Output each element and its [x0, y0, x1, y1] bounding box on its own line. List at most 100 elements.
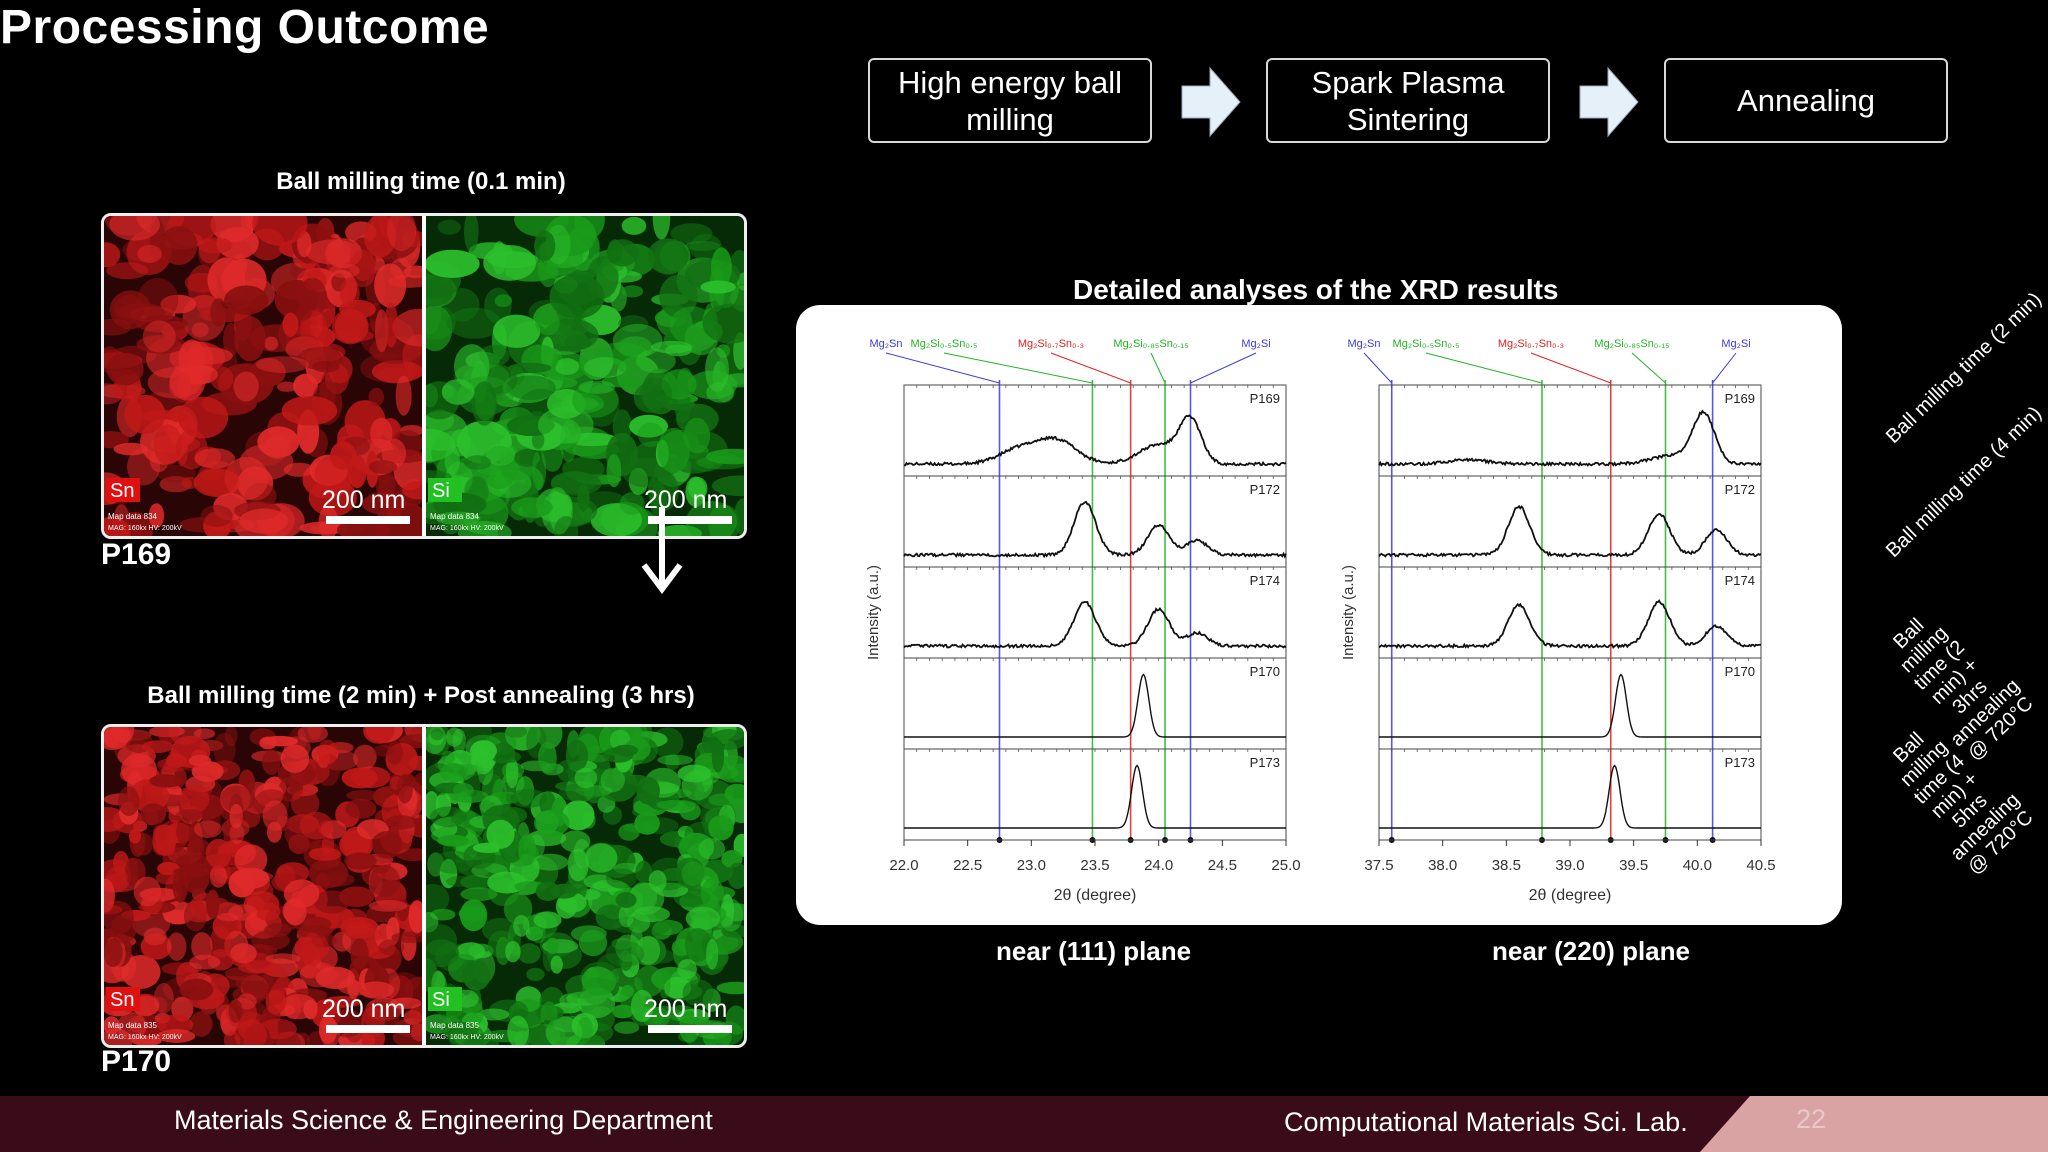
phase-pointer [943, 352, 1093, 384]
flow-step-label: Annealing [1737, 83, 1875, 118]
series-label: P169 [1250, 391, 1280, 406]
tick-label: 22.0 [889, 857, 918, 874]
phase-label: Mg₂Si₀.₇Sn₀.₃ [1018, 338, 1084, 350]
series-line [904, 414, 1287, 467]
tick-label: 39.5 [1619, 857, 1648, 874]
scale-bar [648, 1025, 732, 1033]
phase-label: Mg₂Si₀.₅Sn₀.₅ [911, 338, 978, 350]
flow-arrow-icon [1579, 66, 1639, 138]
phase-label: Mg₂Si [1721, 338, 1750, 350]
eds-map-p169: Sn Map data 834 MAG: 160kx HV: 200kV 200 nm… [101, 213, 747, 539]
eds-map-p170: Sn Map data 835 MAG: 160kx HV: 200kV 200 nm… [101, 724, 747, 1048]
phase-label: Mg₂Si₀.₈₅Sn₀.₁₅ [1594, 338, 1669, 350]
series-label: P172 [1725, 482, 1755, 497]
map-meta: Map data 835 [108, 1021, 157, 1030]
sn-map-panel: Sn Map data 834 MAG: 160kx HV: 200kV 200 nm [104, 216, 422, 536]
si-map-panel: Si Map data 834 MAG: 160kx HV: 200kV 200 nm [426, 216, 744, 536]
series-label: P174 [1250, 573, 1280, 588]
series-line [903, 600, 1287, 649]
series-frame [903, 384, 1287, 477]
phase-pointer [1363, 352, 1393, 384]
scale-bar-label: 200 nm [322, 995, 405, 1023]
series-label: P173 [1250, 755, 1280, 770]
phase-label: Mg₂Sn [1347, 338, 1380, 350]
phase-pointer [885, 352, 1000, 384]
eds-map-image: Sn Map data 835 MAG: 160kx HV: 200kV 200 nm… [104, 727, 744, 1045]
series-label: P169 [1725, 391, 1755, 406]
eds-map-image: Sn Map data 834 MAG: 160kx HV: 200kV 200 nm… [104, 216, 744, 536]
phase-label: Mg₂Sn [869, 338, 902, 350]
series-label: P170 [1250, 664, 1280, 679]
element-label: Si [432, 480, 450, 502]
series-line [904, 673, 1286, 738]
tick-label: 40.0 [1683, 857, 1712, 874]
phase-pointer [1150, 352, 1166, 384]
footer-lab: Computational Materials Sci. Lab. [1284, 1107, 1688, 1137]
series-label: P173 [1725, 755, 1755, 770]
xrd-chart: Mg₂Sn Mg₂Si₀.₅Sn₀.₅ Mg₂Si₀.₇Sn₀.₃ Mg₂Si₀.₈₅… [865, 338, 1776, 904]
scale-bar-label: 200 nm [322, 486, 405, 514]
series-frame [903, 748, 1287, 841]
down-arrow-icon [641, 507, 683, 594]
footer-corner-shape [1700, 1096, 2048, 1152]
phase-pointer [1631, 352, 1666, 384]
plane-label-220: near (220) plane [1492, 936, 1690, 966]
micrograph-caption-2: Ball milling time (2 min) + Post anneali… [147, 682, 695, 709]
tick-label: 23.5 [1080, 857, 1109, 874]
scale-bar [326, 1025, 410, 1033]
xrd-panel-111: Mg₂Sn Mg₂Si₀.₅Sn₀.₅ Mg₂Si₀.₇Sn₀.₃ Mg₂Si₀.₈₅… [865, 338, 1301, 904]
phase-label: Mg₂Si₀.₅Sn₀.₅ [1393, 338, 1460, 350]
series-frame [1378, 657, 1762, 750]
tick-label: 22.5 [953, 857, 982, 874]
plane-label-111: near (111) plane [996, 936, 1192, 966]
footer-department: Materials Science & Engineering Departme… [174, 1105, 713, 1135]
xrd-panel-220: Mg₂Sn Mg₂Si₀.₅Sn₀.₅ Mg₂Si₀.₇Sn₀.₃ Mg₂Si₀.₈₅… [1340, 338, 1776, 904]
map-meta: Map data 834 [108, 512, 157, 521]
map-meta: Map data 834 [430, 512, 479, 521]
side-label-4: Ball milling time (4 min) + 5hrs anneali… [1889, 728, 2038, 880]
series-frame [903, 566, 1287, 659]
x-axis-label: 2θ (degree) [1529, 887, 1612, 904]
series-label: P174 [1725, 573, 1755, 588]
flow-step-label: Spark Plasma Sintering [1311, 64, 1505, 137]
series-line [1379, 673, 1761, 738]
flow-arrow-icon [1181, 66, 1241, 138]
scale-bar [648, 516, 732, 524]
footer-bar [0, 1096, 2048, 1152]
series-line [1379, 764, 1761, 829]
y-axis-label: Intensity (a.u.) [1340, 565, 1357, 660]
xrd-title: Detailed analyses of the XRD results [1073, 274, 1559, 305]
si-map-panel: Si Map data 835 MAG: 160kx HV: 200kV 200 nm [426, 727, 744, 1045]
xrd-figure: Mg₂Sn Mg₂Si₀.₅Sn₀.₅ Mg₂Si₀.₇Sn₀.₃ Mg₂Si₀.₈₅… [796, 305, 1842, 925]
x-axis-label: 2θ (degree) [1054, 887, 1137, 904]
phase-pointer [1190, 352, 1257, 384]
series-frame [1378, 566, 1762, 659]
series-line [904, 764, 1286, 829]
flow-step-annealing: Annealing [1664, 58, 1948, 143]
series-line [1378, 504, 1762, 558]
flow-step-sps: Spark Plasma Sintering [1266, 58, 1550, 143]
element-label: Sn [110, 480, 134, 502]
micrograph-caption-1: Ball milling time (0.1 min) [276, 168, 566, 195]
phase-label: Mg₂Si₀.₈₅Sn₀.₁₅ [1113, 338, 1188, 350]
sample-label-p170: P170 [101, 1045, 172, 1078]
element-label: Si [432, 989, 450, 1011]
phase-label: Mg₂Si [1241, 338, 1270, 350]
tick-label: 37.5 [1364, 857, 1393, 874]
tick-label: 24.5 [1208, 857, 1237, 874]
scale-bar-label: 200 nm [644, 486, 727, 514]
slide-title: Processing Outcome [0, 1, 490, 54]
map-meta: MAG: 160kx HV: 200kV [430, 1034, 504, 1041]
tick-label: 24.0 [1144, 857, 1173, 874]
phase-label: Mg₂Si₀.₇Sn₀.₃ [1498, 338, 1564, 350]
phase-pointer [1712, 352, 1737, 384]
tick-label: 39.0 [1555, 857, 1584, 874]
tick-label: 23.0 [1017, 857, 1046, 874]
scale-bar [326, 516, 410, 524]
tick-label: 38.0 [1428, 857, 1457, 874]
tick-label: 25.0 [1271, 857, 1300, 874]
tick-label: 40.5 [1746, 857, 1775, 874]
flow-step-ball-milling: High energy ball milling [868, 58, 1152, 143]
phase-pointer [1050, 352, 1131, 384]
